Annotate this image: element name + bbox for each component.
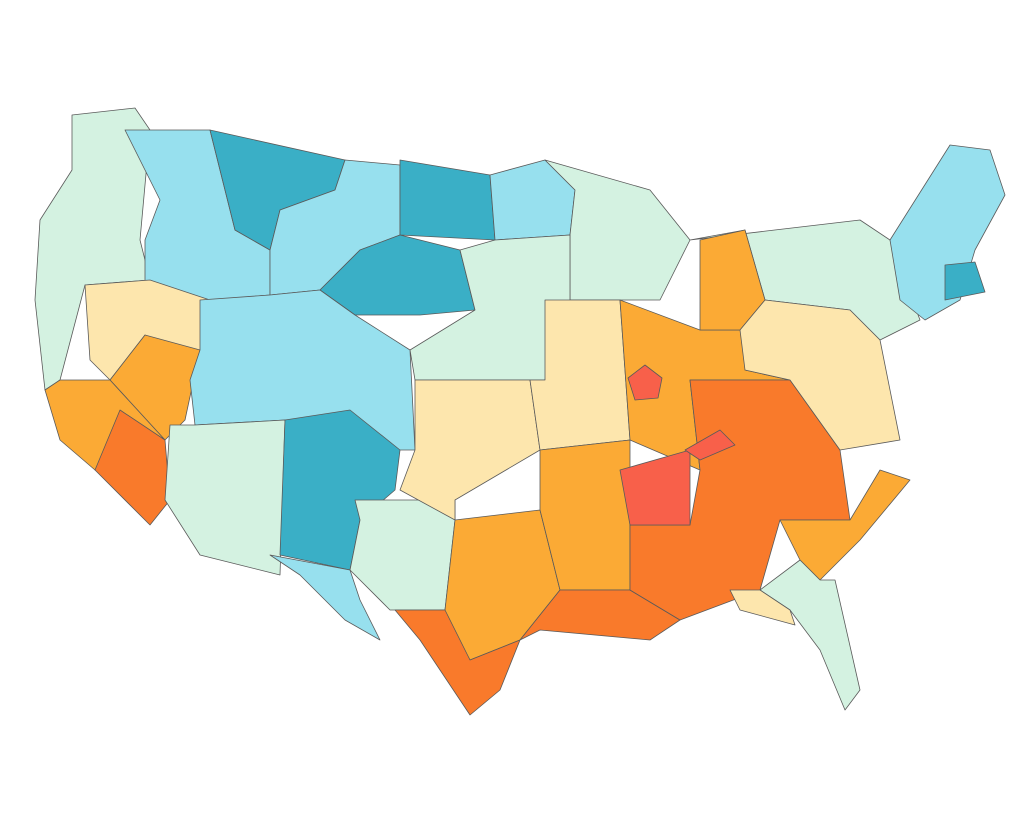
region	[34, 107, 151, 391]
region	[619, 449, 691, 526]
region	[739, 299, 901, 451]
region	[759, 559, 861, 711]
region	[399, 159, 496, 241]
region	[684, 429, 736, 461]
region	[729, 589, 796, 626]
region	[394, 609, 521, 716]
regions	[34, 107, 1006, 716]
region	[94, 409, 171, 526]
region	[944, 261, 986, 301]
region	[399, 379, 541, 521]
region	[889, 144, 1006, 321]
region	[349, 499, 456, 611]
region	[627, 364, 663, 401]
region	[529, 299, 631, 451]
region	[164, 419, 286, 576]
